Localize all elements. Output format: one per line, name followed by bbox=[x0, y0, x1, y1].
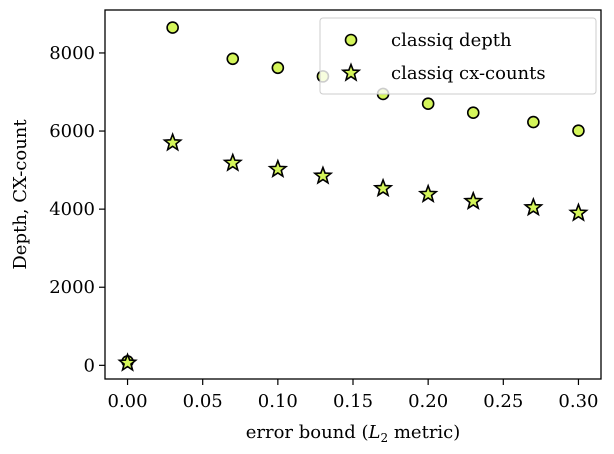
x-tick-label: 0.15 bbox=[333, 391, 373, 412]
legend-marker-circle bbox=[344, 33, 358, 47]
legend-label: classiq depth bbox=[391, 30, 512, 51]
series-star bbox=[117, 131, 589, 372]
y-axis-label: Depth, CX-count bbox=[10, 119, 31, 270]
cx-count-point bbox=[162, 131, 183, 152]
depth-point bbox=[166, 21, 179, 34]
x-axis-label-suffix: metric) bbox=[388, 422, 460, 443]
cx-count-point bbox=[417, 183, 439, 204]
depth-point bbox=[271, 61, 285, 75]
cx-count-point bbox=[312, 165, 334, 185]
y-tick-label: 0 bbox=[84, 355, 95, 376]
legend: classiq depth classiq cx-counts bbox=[319, 17, 597, 95]
cx-count-point bbox=[372, 177, 394, 198]
cx-count-point bbox=[117, 352, 138, 372]
depth-point bbox=[466, 106, 480, 119]
x-axis-label: error bound (L2 metric) bbox=[246, 422, 461, 445]
cx-count-point bbox=[267, 158, 289, 179]
x-axis-label-prefix: error bound ( bbox=[246, 422, 369, 443]
y-tick-label: 2000 bbox=[49, 277, 95, 298]
x-tick-label: 0.10 bbox=[258, 391, 298, 412]
x-tick-label: 0.25 bbox=[483, 391, 523, 412]
cx-count-point bbox=[463, 190, 484, 211]
cx-count-point bbox=[568, 202, 589, 222]
cx-count-point bbox=[222, 152, 243, 172]
x-axis-label-subscript: 2 bbox=[381, 431, 389, 445]
x-tick-label: 0.30 bbox=[558, 391, 598, 412]
depth-point bbox=[421, 97, 435, 111]
y-tick-label: 8000 bbox=[49, 43, 95, 64]
depth-point bbox=[572, 124, 585, 137]
x-tick-label: 0.20 bbox=[408, 391, 448, 412]
y-tick-label: 6000 bbox=[49, 121, 95, 142]
legend-marker-star bbox=[340, 62, 362, 82]
x-axis-label-math: L bbox=[368, 422, 381, 443]
x-tick-label: 0.00 bbox=[108, 391, 148, 412]
legend-box bbox=[319, 17, 597, 95]
cx-count-point bbox=[523, 196, 544, 217]
depth-point bbox=[226, 52, 240, 66]
y-tick-label: 4000 bbox=[49, 199, 95, 220]
depth-point bbox=[527, 115, 540, 129]
axis-ticks: 0.00 0.05 0.10 0.15 0.20 0.25 0.30 0 2000 4000 600… bbox=[49, 43, 598, 412]
x-tick-label: 0.05 bbox=[183, 391, 223, 412]
legend-label: classiq cx-counts bbox=[391, 63, 546, 84]
